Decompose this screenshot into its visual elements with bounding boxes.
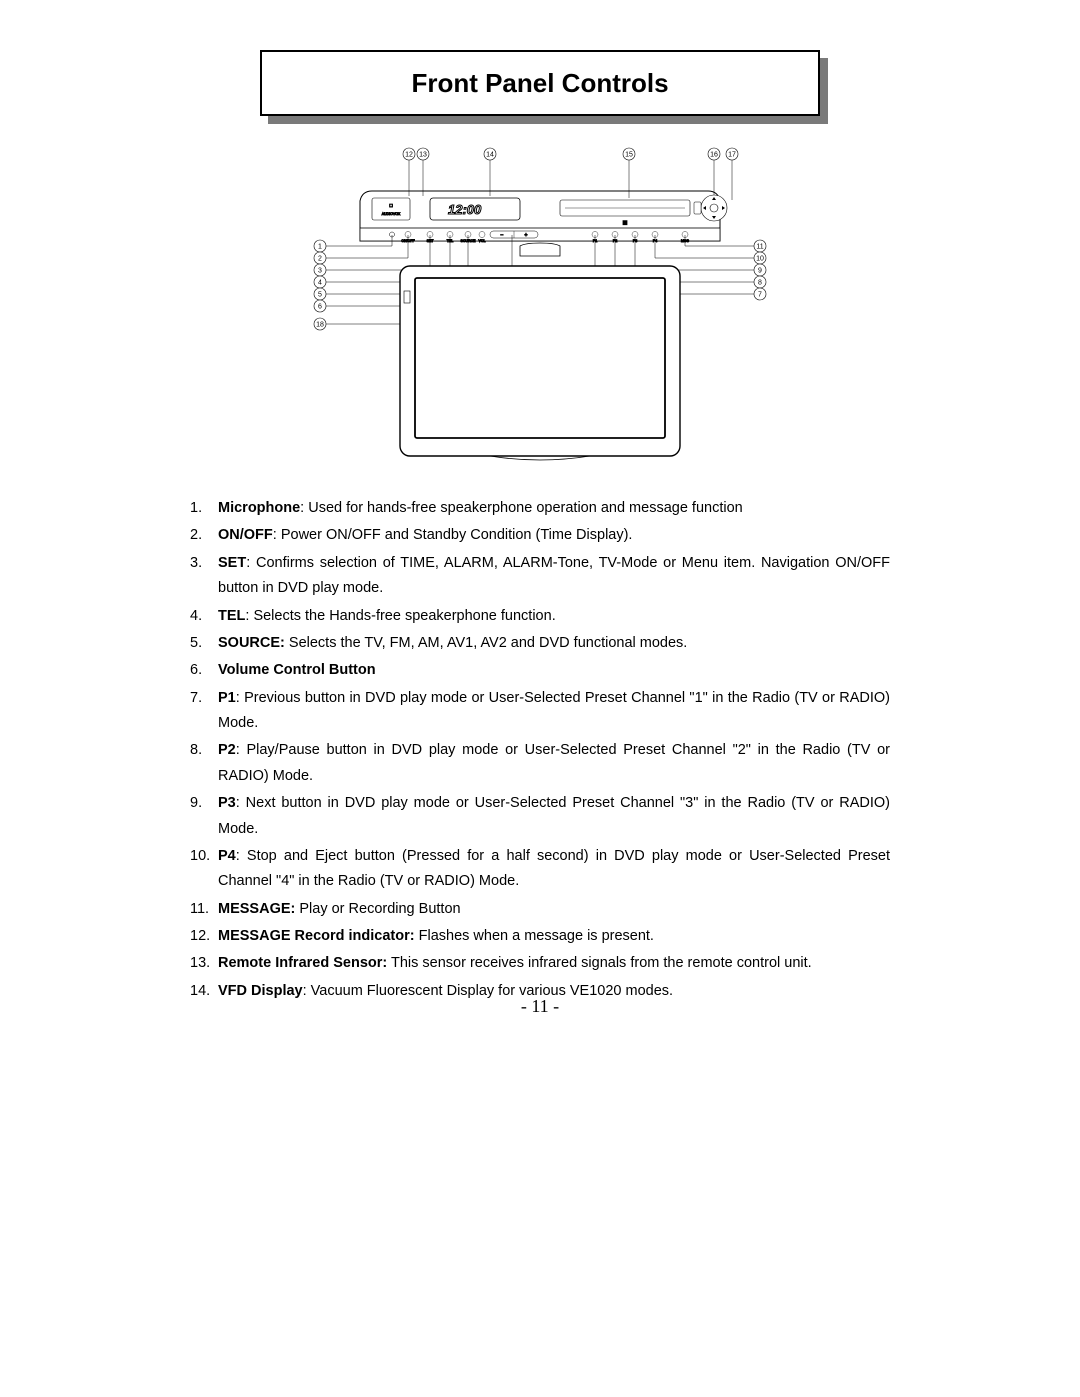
- item-desc: : Power ON/OFF and Standby Condition (Ti…: [273, 527, 633, 543]
- item-body: TEL: Selects the Hands-free speakerphone…: [218, 604, 890, 629]
- list-item: 8.P2: Play/Pause button in DVD play mode…: [190, 738, 890, 789]
- item-desc: : Previous button in DVD play mode or Us…: [218, 690, 890, 731]
- item-term: ON/OFF: [218, 527, 273, 543]
- list-item: 2.ON/OFF: Power ON/OFF and Standby Condi…: [190, 523, 890, 548]
- item-body: P1: Previous button in DVD play mode or …: [218, 686, 890, 737]
- list-item: 4.TEL: Selects the Hands-free speakerpho…: [190, 604, 890, 629]
- list-item: 12.MESSAGE Record indicator: Flashes whe…: [190, 924, 890, 949]
- item-term: P4: [218, 848, 236, 864]
- item-number: 9.: [190, 791, 218, 842]
- item-term: SOURCE:: [218, 635, 285, 651]
- item-term: Microphone: [218, 500, 300, 516]
- item-number: 3.: [190, 551, 218, 602]
- item-number: 6.: [190, 658, 218, 683]
- svg-text:7: 7: [758, 292, 762, 299]
- item-body: SOURCE: Selects the TV, FM, AM, AV1, AV2…: [218, 631, 890, 656]
- item-number: 10.: [190, 844, 218, 895]
- list-item: 3.SET: Confirms selection of TIME, ALARM…: [190, 551, 890, 602]
- item-desc: : Confirms selection of TIME, ALARM, ALA…: [218, 555, 890, 596]
- list-item: 10.P4: Stop and Eject button (Pressed fo…: [190, 844, 890, 895]
- svg-text:8: 8: [758, 280, 762, 287]
- list-item: 11.MESSAGE: Play or Recording Button: [190, 897, 890, 922]
- manual-page: Front Panel Controls 121314151617 123456…: [0, 0, 1080, 1397]
- svg-text:5: 5: [318, 292, 322, 299]
- svg-text:17: 17: [728, 152, 736, 159]
- svg-text:4: 4: [318, 280, 322, 287]
- controls-list: 1.Microphone: Used for hands-free speake…: [190, 496, 890, 1004]
- item-body: ON/OFF: Power ON/OFF and Standby Conditi…: [218, 523, 890, 548]
- item-number: 8.: [190, 738, 218, 789]
- list-item: 6.Volume Control Button: [190, 658, 890, 683]
- list-item: 9.P3: Next button in DVD play mode or Us…: [190, 791, 890, 842]
- item-body: P2: Play/Pause button in DVD play mode o…: [218, 738, 890, 789]
- item-term: P3: [218, 795, 236, 811]
- svg-text:SET: SET: [427, 239, 435, 243]
- svg-text:AUDIOVOX: AUDIOVOX: [382, 212, 401, 216]
- svg-text:2: 2: [318, 256, 322, 263]
- item-body: P4: Stop and Eject button (Pressed for a…: [218, 844, 890, 895]
- svg-text:14: 14: [486, 152, 494, 159]
- item-number: 4.: [190, 604, 218, 629]
- svg-text:13: 13: [419, 152, 427, 159]
- item-body: P3: Next button in DVD play mode or User…: [218, 791, 890, 842]
- title-box: Front Panel Controls: [260, 50, 820, 116]
- item-body: Remote Infrared Sensor: This sensor rece…: [218, 951, 890, 976]
- item-desc: Selects the TV, FM, AM, AV1, AV2 and DVD…: [285, 635, 687, 651]
- item-body: Volume Control Button: [218, 658, 890, 683]
- item-number: 2.: [190, 523, 218, 548]
- front-panel-diagram: 121314151617 12345618 1110987 12:00 ☐ AU…: [290, 146, 790, 476]
- list-item: 5.SOURCE: Selects the TV, FM, AM, AV1, A…: [190, 631, 890, 656]
- title-banner: Front Panel Controls: [260, 50, 820, 116]
- svg-text:11: 11: [756, 244, 763, 251]
- item-desc: : Selects the Hands-free speakerphone fu…: [245, 608, 555, 624]
- item-number: 7.: [190, 686, 218, 737]
- item-number: 5.: [190, 631, 218, 656]
- item-term: Remote Infrared Sensor:: [218, 955, 387, 971]
- item-body: MESSAGE: Play or Recording Button: [218, 897, 890, 922]
- page-number: - 11 -: [0, 996, 1080, 1017]
- svg-text:9: 9: [758, 268, 762, 275]
- item-term: TEL: [218, 608, 245, 624]
- svg-text:12:00: 12:00: [448, 202, 482, 217]
- item-desc: : Stop and Eject button (Pressed for a h…: [218, 848, 890, 889]
- item-term: Volume Control Button: [218, 662, 376, 678]
- list-item: 13.Remote Infrared Sensor: This sensor r…: [190, 951, 890, 976]
- svg-text:15: 15: [625, 152, 633, 159]
- item-number: 1.: [190, 496, 218, 521]
- item-number: 11.: [190, 897, 218, 922]
- item-term: SET: [218, 555, 246, 571]
- item-desc: Play or Recording Button: [295, 901, 460, 917]
- item-term: P1: [218, 690, 236, 706]
- item-desc: This sensor receives infrared signals fr…: [387, 955, 811, 971]
- svg-text:18: 18: [316, 322, 324, 329]
- item-number: 13.: [190, 951, 218, 976]
- item-desc: : Play/Pause button in DVD play mode or …: [218, 742, 890, 783]
- item-term: MESSAGE Record indicator:: [218, 928, 415, 944]
- item-desc: : Next button in DVD play mode or User-S…: [218, 795, 890, 836]
- svg-text:VOL: VOL: [478, 239, 485, 243]
- list-item: 7.P1: Previous button in DVD play mode o…: [190, 686, 890, 737]
- svg-text:16: 16: [710, 152, 718, 159]
- svg-text:10: 10: [756, 256, 764, 263]
- item-number: 12.: [190, 924, 218, 949]
- item-body: MESSAGE Record indicator: Flashes when a…: [218, 924, 890, 949]
- list-item: 1.Microphone: Used for hands-free speake…: [190, 496, 890, 521]
- svg-text:1: 1: [318, 244, 322, 251]
- svg-text:−: −: [501, 233, 504, 239]
- item-body: Microphone: Used for hands-free speakerp…: [218, 496, 890, 521]
- item-desc: : Used for hands-free speakerphone opera…: [300, 500, 743, 516]
- item-term: MESSAGE:: [218, 901, 295, 917]
- svg-text:▥: ▥: [623, 220, 628, 226]
- item-term: P2: [218, 742, 236, 758]
- svg-text:+: +: [525, 233, 528, 239]
- svg-text:12: 12: [405, 152, 413, 159]
- item-desc: Flashes when a message is present.: [415, 928, 654, 944]
- svg-text:☐: ☐: [389, 203, 393, 208]
- svg-text:6: 6: [318, 304, 322, 311]
- page-title: Front Panel Controls: [411, 68, 668, 99]
- svg-text:SOURCE: SOURCE: [461, 239, 477, 243]
- item-body: SET: Confirms selection of TIME, ALARM, …: [218, 551, 890, 602]
- svg-text:3: 3: [318, 268, 322, 275]
